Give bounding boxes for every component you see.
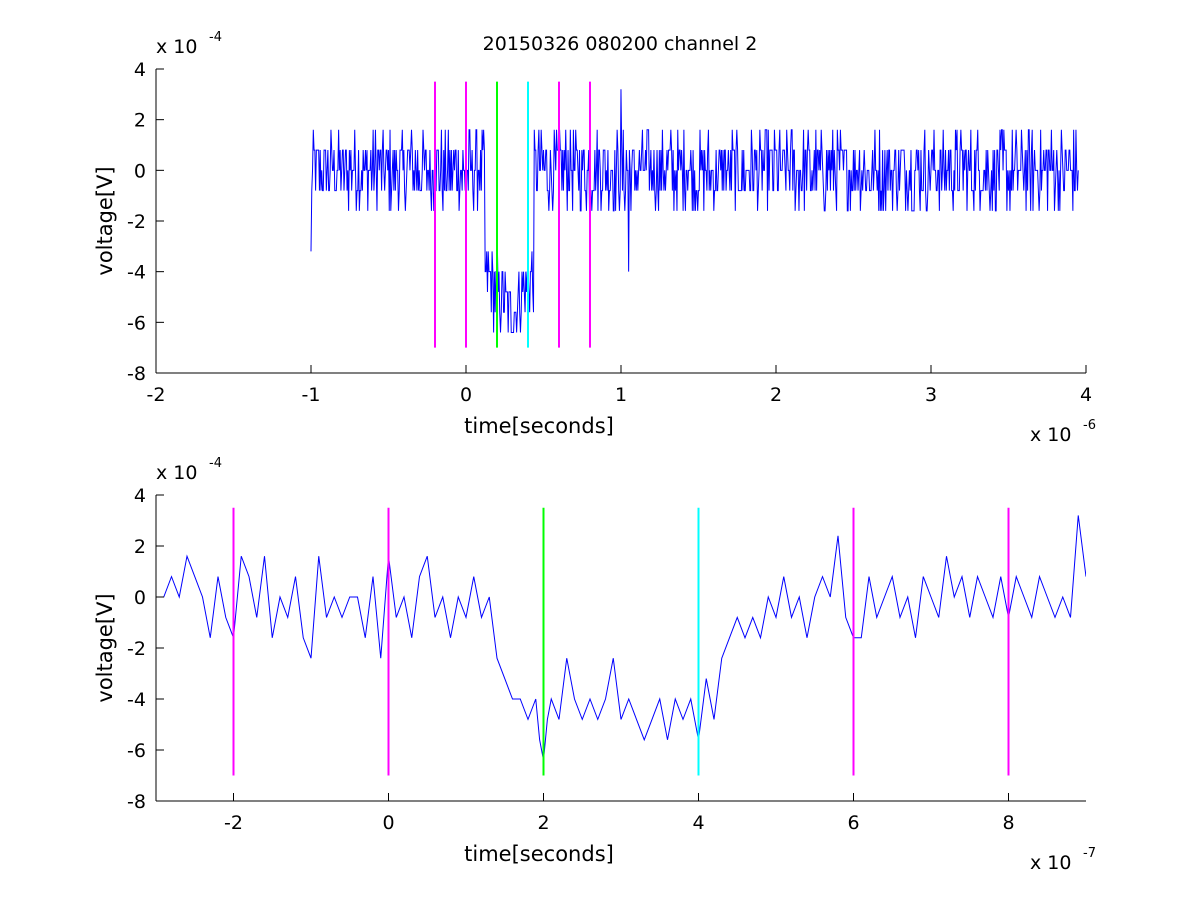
data-series-line — [310, 89, 1079, 333]
x-exponent-value: -7 — [1083, 846, 1096, 861]
y-tick-label: 2 — [134, 110, 146, 132]
y-tick-label: 0 — [134, 587, 146, 609]
x-tick-label: 3 — [925, 384, 937, 406]
figure-title: 20150326 080200 channel 2 — [483, 33, 758, 55]
x-tick-label: 1 — [615, 384, 627, 406]
x-tick-label: 6 — [847, 812, 859, 834]
y-exponent-value: -4 — [209, 30, 222, 45]
bottom-plot: -2 0 2 4 6 8 -8 -6 -4 -2 0 2 4 time[seconds] voltage[V… — [93, 456, 1096, 874]
y-tick-label: -8 — [127, 363, 146, 385]
y-tick-label: 4 — [134, 485, 146, 507]
x-tick-label: 8 — [1002, 812, 1014, 834]
x-axis-label: time[seconds] — [464, 414, 614, 438]
y-tick-label: -6 — [127, 312, 146, 334]
x-tick-label: 2 — [770, 384, 782, 406]
top-plot: -2 -1 0 1 2 3 4 -8 -6 -4 -2 0 2 4 time[seconds] voltage… — [93, 30, 1096, 446]
data-series-line — [156, 515, 1086, 761]
x-exponent-label: x 10 — [1030, 852, 1071, 874]
y-tick-label: -4 — [127, 689, 146, 711]
y-exponent-label: x 10 — [156, 36, 197, 58]
y-tick-label: -4 — [127, 262, 146, 284]
x-tick-label: 0 — [382, 812, 394, 834]
x-tick-label: -1 — [302, 384, 321, 406]
x-exponent-label: x 10 — [1030, 424, 1071, 446]
y-axis-label: voltage[V] — [93, 593, 117, 702]
x-tick-label: 4 — [692, 812, 704, 834]
y-tick-label: 0 — [134, 160, 146, 182]
y-tick-label: -2 — [127, 638, 146, 660]
y-tick-label: 2 — [134, 536, 146, 558]
y-exponent-value: -4 — [209, 456, 222, 471]
y-tick-label: -2 — [127, 211, 146, 233]
x-exponent-value: -6 — [1083, 418, 1096, 433]
x-tick-label: -2 — [224, 812, 243, 834]
y-axis-label: voltage[V] — [93, 166, 117, 275]
x-tick-label: 4 — [1080, 384, 1092, 406]
x-tick-label: 2 — [537, 812, 549, 834]
y-exponent-label: x 10 — [156, 462, 197, 484]
y-tick-label: -6 — [127, 740, 146, 762]
x-tick-label: 0 — [460, 384, 472, 406]
y-tick-label: 4 — [134, 59, 146, 81]
x-axis-label: time[seconds] — [464, 842, 614, 866]
y-tick-label: -8 — [127, 791, 146, 813]
x-tick-label: -2 — [147, 384, 166, 406]
